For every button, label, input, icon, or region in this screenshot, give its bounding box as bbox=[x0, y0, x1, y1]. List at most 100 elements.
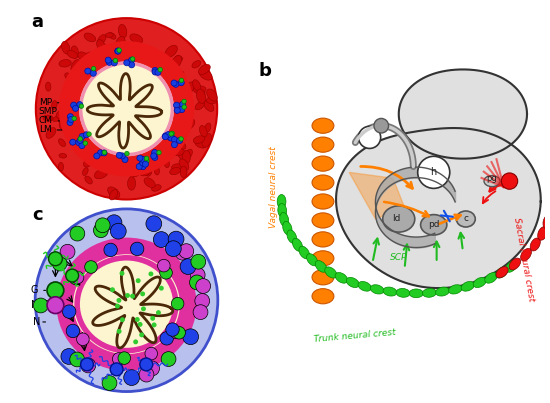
Ellipse shape bbox=[543, 215, 550, 229]
Ellipse shape bbox=[82, 168, 88, 175]
Circle shape bbox=[34, 298, 48, 313]
Ellipse shape bbox=[84, 33, 96, 42]
Circle shape bbox=[79, 104, 84, 108]
Ellipse shape bbox=[75, 145, 82, 154]
Text: Sacral neural crest: Sacral neural crest bbox=[512, 217, 536, 302]
Circle shape bbox=[130, 57, 135, 61]
Circle shape bbox=[47, 297, 64, 314]
Circle shape bbox=[81, 358, 96, 373]
Ellipse shape bbox=[130, 45, 139, 52]
Circle shape bbox=[36, 18, 217, 199]
Circle shape bbox=[119, 153, 125, 159]
Ellipse shape bbox=[186, 119, 195, 129]
Circle shape bbox=[168, 134, 174, 140]
Circle shape bbox=[124, 60, 130, 66]
Ellipse shape bbox=[59, 60, 72, 67]
Circle shape bbox=[113, 58, 118, 63]
Ellipse shape bbox=[202, 133, 212, 147]
Polygon shape bbox=[93, 267, 173, 348]
Circle shape bbox=[195, 293, 210, 308]
Circle shape bbox=[87, 132, 91, 136]
Ellipse shape bbox=[102, 45, 110, 57]
Ellipse shape bbox=[180, 166, 187, 178]
Ellipse shape bbox=[46, 82, 51, 91]
Ellipse shape bbox=[370, 285, 384, 294]
Ellipse shape bbox=[546, 203, 550, 217]
Ellipse shape bbox=[90, 158, 95, 166]
Circle shape bbox=[190, 268, 205, 283]
Ellipse shape bbox=[192, 60, 201, 68]
Ellipse shape bbox=[521, 249, 531, 261]
Circle shape bbox=[115, 48, 121, 54]
Ellipse shape bbox=[312, 194, 334, 209]
Ellipse shape bbox=[312, 156, 334, 171]
Circle shape bbox=[142, 159, 148, 165]
Ellipse shape bbox=[130, 34, 143, 43]
Text: a: a bbox=[31, 13, 43, 31]
Circle shape bbox=[125, 152, 129, 156]
Ellipse shape bbox=[52, 101, 57, 109]
Circle shape bbox=[146, 216, 162, 232]
Ellipse shape bbox=[484, 176, 500, 187]
Circle shape bbox=[66, 269, 79, 282]
Circle shape bbox=[152, 154, 158, 160]
Circle shape bbox=[196, 278, 211, 293]
Ellipse shape bbox=[53, 116, 60, 121]
Ellipse shape bbox=[196, 89, 206, 104]
Circle shape bbox=[179, 137, 183, 141]
Ellipse shape bbox=[358, 281, 371, 291]
Ellipse shape bbox=[62, 42, 70, 54]
Circle shape bbox=[159, 286, 164, 291]
Ellipse shape bbox=[155, 166, 159, 175]
Ellipse shape bbox=[170, 168, 180, 174]
Circle shape bbox=[144, 162, 148, 166]
Ellipse shape bbox=[71, 60, 80, 73]
Ellipse shape bbox=[69, 71, 76, 78]
Ellipse shape bbox=[283, 221, 292, 235]
Circle shape bbox=[140, 160, 146, 166]
Circle shape bbox=[170, 131, 174, 135]
Text: ld: ld bbox=[392, 214, 400, 224]
Circle shape bbox=[105, 57, 111, 63]
Circle shape bbox=[136, 164, 142, 170]
Circle shape bbox=[133, 339, 138, 344]
Ellipse shape bbox=[195, 102, 205, 110]
Circle shape bbox=[77, 137, 83, 143]
Ellipse shape bbox=[436, 287, 449, 296]
Circle shape bbox=[118, 352, 130, 364]
Circle shape bbox=[160, 266, 172, 279]
Circle shape bbox=[139, 161, 145, 167]
Ellipse shape bbox=[179, 159, 189, 170]
Circle shape bbox=[156, 310, 161, 315]
Circle shape bbox=[163, 133, 169, 139]
Text: SCP: SCP bbox=[390, 253, 408, 262]
Circle shape bbox=[115, 303, 120, 309]
Circle shape bbox=[91, 66, 96, 71]
Circle shape bbox=[95, 218, 110, 233]
Circle shape bbox=[177, 137, 183, 143]
Circle shape bbox=[145, 156, 149, 160]
Circle shape bbox=[151, 153, 157, 159]
Text: pg: pg bbox=[487, 174, 497, 183]
Ellipse shape bbox=[306, 253, 318, 266]
Ellipse shape bbox=[109, 189, 118, 200]
Ellipse shape bbox=[65, 246, 188, 362]
Circle shape bbox=[173, 326, 185, 339]
Text: G: G bbox=[31, 285, 46, 295]
Circle shape bbox=[112, 353, 125, 365]
Circle shape bbox=[94, 223, 108, 238]
Circle shape bbox=[172, 137, 178, 143]
Circle shape bbox=[117, 48, 122, 52]
Ellipse shape bbox=[130, 166, 140, 172]
Ellipse shape bbox=[206, 97, 217, 104]
Circle shape bbox=[117, 329, 122, 334]
Circle shape bbox=[111, 60, 117, 66]
Circle shape bbox=[153, 232, 169, 247]
Ellipse shape bbox=[299, 246, 310, 259]
Circle shape bbox=[69, 272, 82, 285]
Ellipse shape bbox=[78, 52, 90, 62]
Ellipse shape bbox=[84, 154, 92, 159]
Text: LM: LM bbox=[39, 125, 63, 135]
Circle shape bbox=[66, 324, 80, 338]
Circle shape bbox=[76, 333, 89, 345]
